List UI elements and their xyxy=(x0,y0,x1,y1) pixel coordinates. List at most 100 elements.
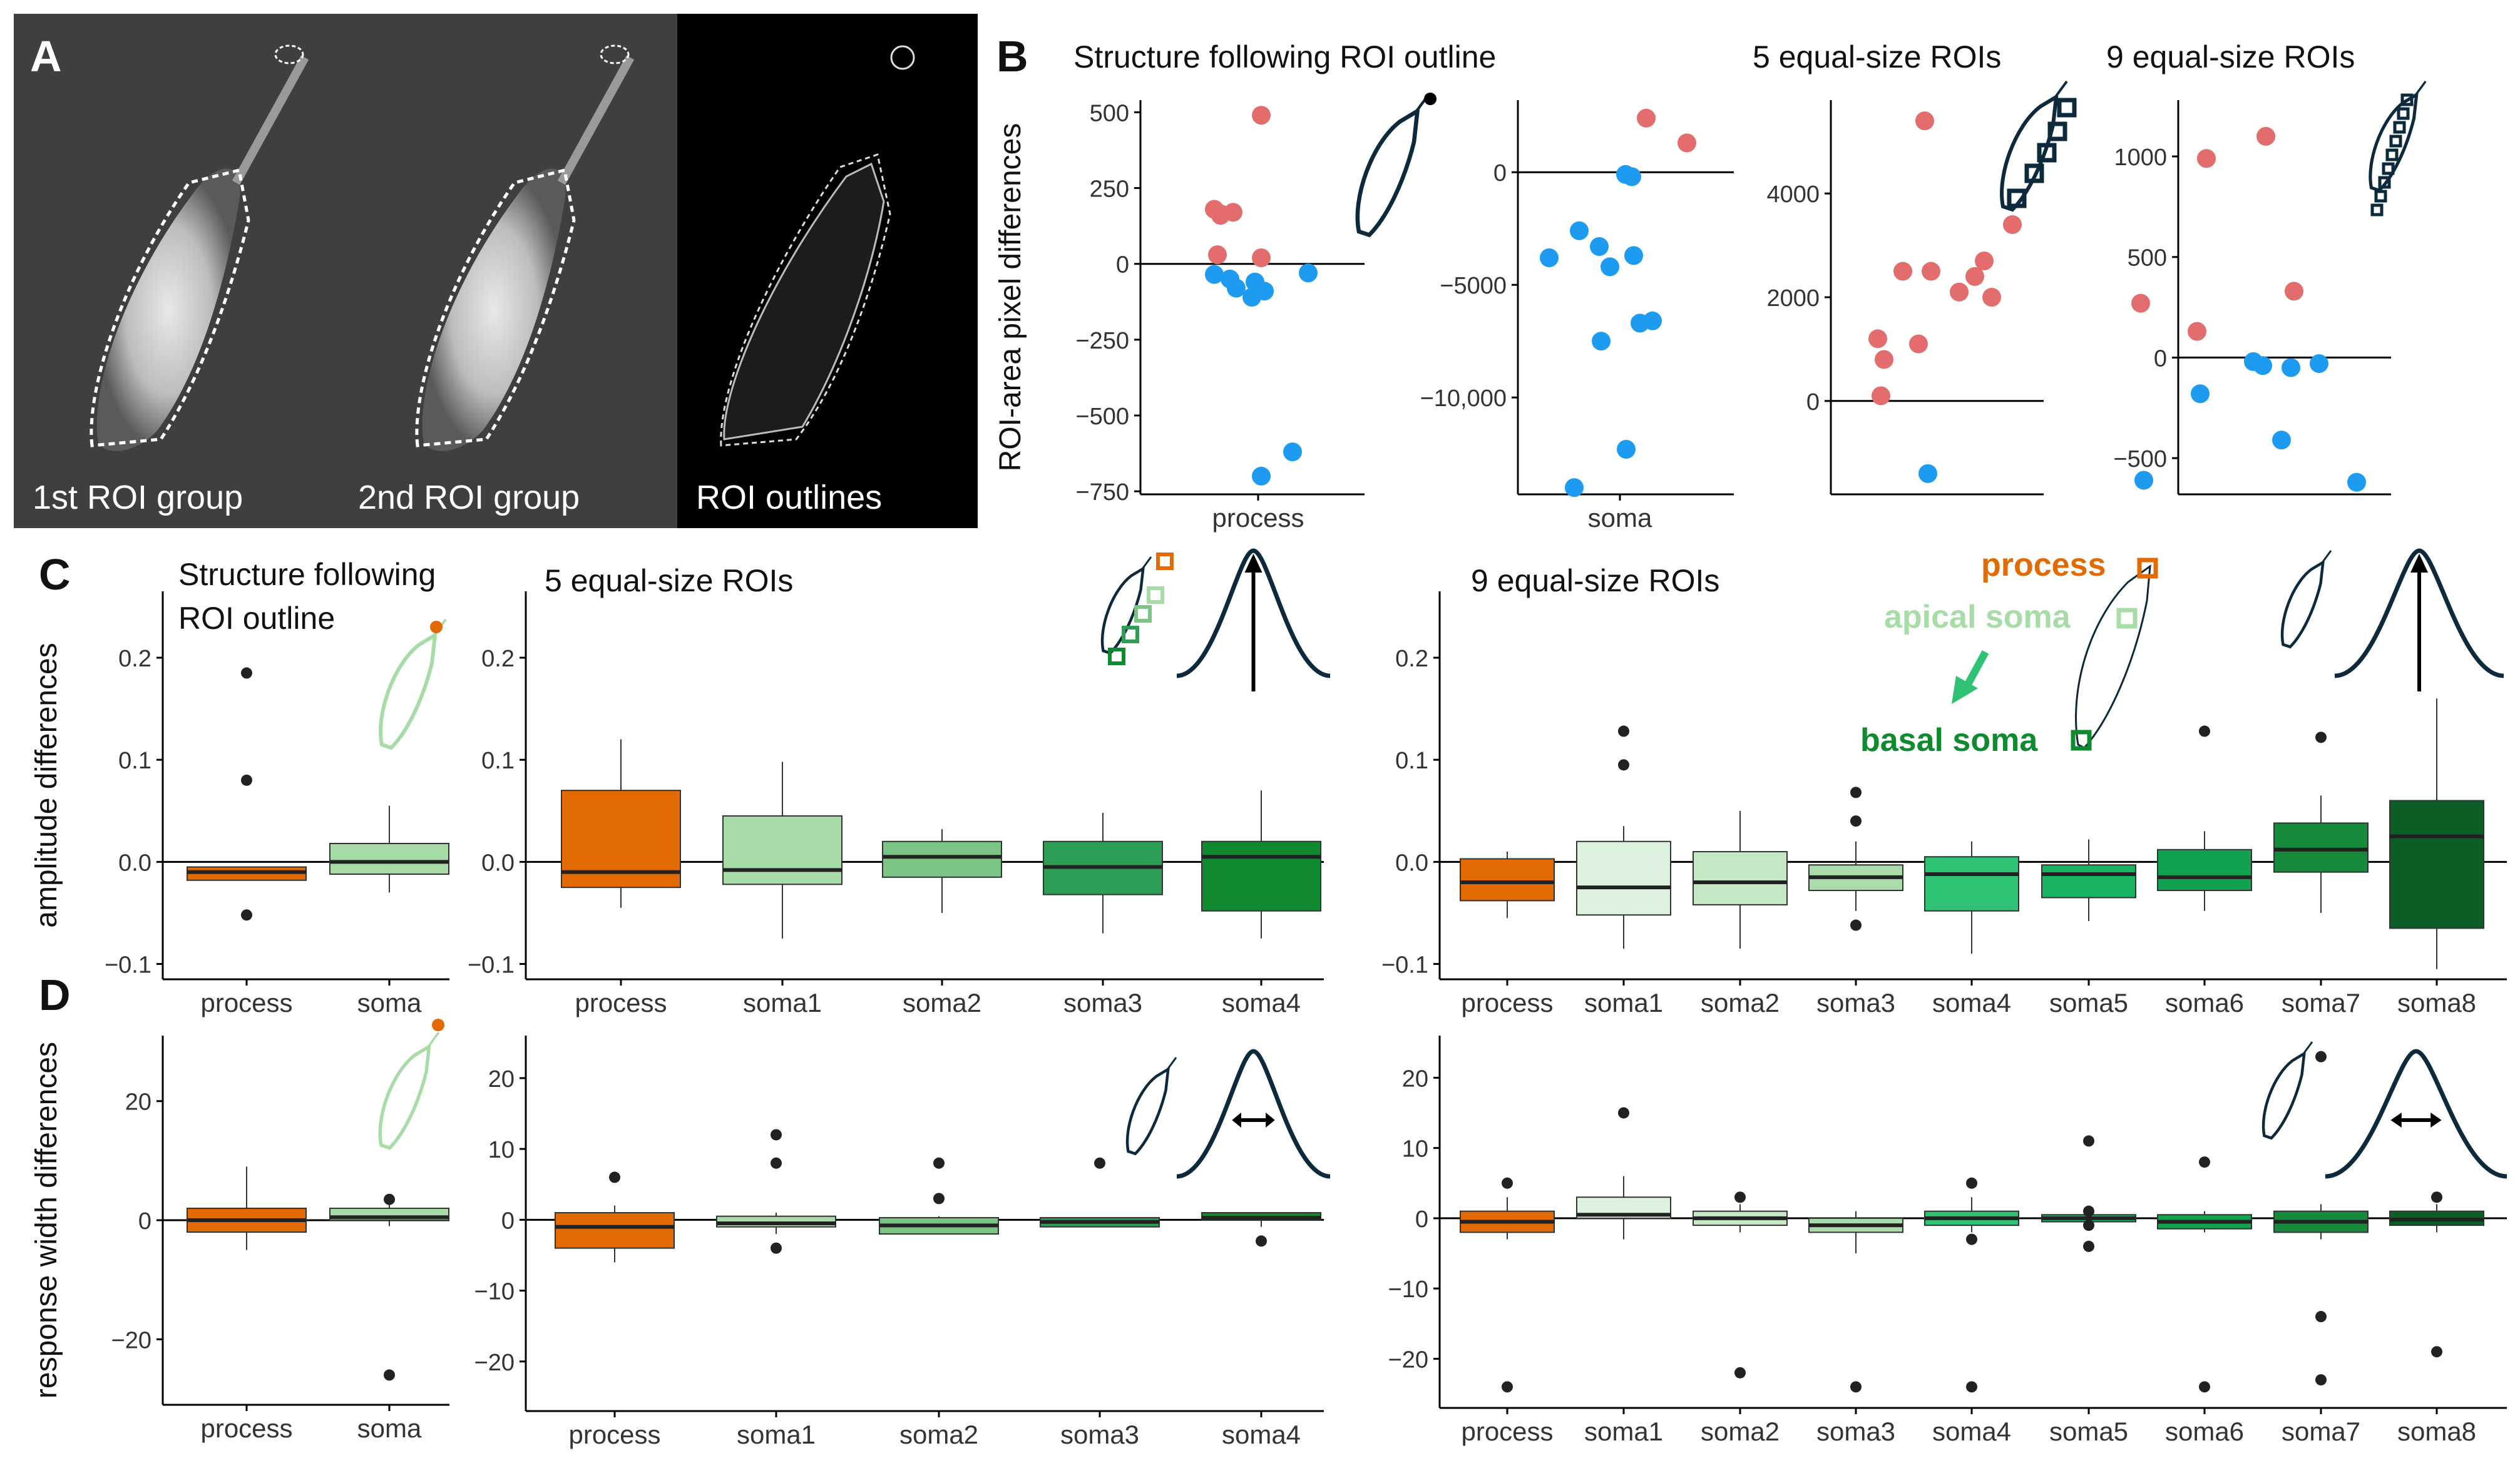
box xyxy=(2041,864,2136,899)
x-tick-label: process xyxy=(1461,1417,1553,1446)
inset-roi-box xyxy=(2007,188,2027,208)
x-tick-label: soma5 xyxy=(2049,1417,2128,1446)
chart-d2: 20 10 0 −10 −20 process soma1 soma2 soma3 soma4 xyxy=(474,1036,1324,1449)
x-tick-label: soma1 xyxy=(743,988,822,1017)
x-tick-label: soma3 xyxy=(1816,988,1895,1017)
x-tick-label: process xyxy=(1212,503,1304,533)
data-point xyxy=(2256,126,2275,146)
cell-process xyxy=(2413,80,2427,98)
outlier-point xyxy=(2083,1240,2094,1252)
chart-title: Structure following ROI outline xyxy=(1073,39,1496,74)
y-tick-label: 500 xyxy=(2128,245,2167,272)
width-arrowhead-right xyxy=(1266,1113,1275,1128)
data-point xyxy=(1624,246,1643,265)
inset-roi-box xyxy=(2374,190,2387,203)
trace-curve xyxy=(2334,548,2504,678)
y-tick-label: 0.2 xyxy=(481,646,515,672)
y-tick-label: 0 xyxy=(1806,389,1820,415)
outlier-point xyxy=(2315,1311,2327,1323)
y-axis-label: ROI-area pixel differences xyxy=(994,123,1027,472)
y-tick-label: 250 xyxy=(1090,176,1129,203)
y-tick-label: 4000 xyxy=(1766,181,1820,208)
micrograph-1-label: 1st ROI group xyxy=(33,479,243,516)
inset-roi-box xyxy=(2057,98,2077,118)
x-tick-label: soma xyxy=(357,1414,422,1443)
panel-letter-d: D xyxy=(39,971,71,1019)
chart-b4: 1000 500 0 −500 9 equal-size ROIs xyxy=(2106,39,2391,496)
data-point xyxy=(1283,442,1302,462)
micrograph-2-image xyxy=(339,14,677,528)
data-point xyxy=(2253,356,2272,375)
outlier-point xyxy=(1966,1233,1977,1245)
inset-roi-box xyxy=(2378,176,2391,189)
x-tick-label: soma xyxy=(1588,503,1652,533)
y-axis-label: amplitude differences xyxy=(30,643,63,927)
cell-process xyxy=(425,1031,440,1051)
outlier-point xyxy=(384,1369,395,1381)
box xyxy=(722,815,843,885)
data-point xyxy=(2285,282,2303,301)
y-tick-label: −10 xyxy=(474,1279,515,1305)
micrograph-3-image xyxy=(677,14,978,528)
legend-apical-label: apical soma xyxy=(1884,599,2071,635)
legend-cell-outline xyxy=(2075,564,2151,749)
width-arrowhead-right xyxy=(2430,1113,2442,1128)
box xyxy=(2157,849,2252,892)
data-point xyxy=(2134,471,2153,490)
y-tick-label: −20 xyxy=(1388,1347,1428,1373)
outlier-point xyxy=(2083,1205,2094,1217)
data-point xyxy=(1875,350,1893,369)
panel-letter-b: B xyxy=(996,32,1028,81)
y-tick-label: 0 xyxy=(1493,160,1507,186)
data-point xyxy=(1868,329,1887,349)
data-point xyxy=(2347,472,2366,492)
data-point xyxy=(1205,265,1224,284)
y-tick-label: 20 xyxy=(125,1089,151,1116)
y-tick-label: −20 xyxy=(111,1327,151,1353)
x-tick-label: soma4 xyxy=(1222,988,1301,1017)
cell-outline xyxy=(1125,1066,1170,1156)
chart-b3: 4000 2000 0 5 equal-size ROIs xyxy=(1753,39,2044,496)
y-tick-label: 0 xyxy=(501,1208,515,1234)
inset-roi-box xyxy=(2393,121,2406,134)
x-tick-label: process xyxy=(575,988,667,1017)
inset-cell-d1-tip xyxy=(432,1019,444,1031)
micrograph-3-label: ROI outlines xyxy=(696,479,883,516)
data-point xyxy=(1252,466,1271,486)
data-point xyxy=(1590,237,1609,256)
outlier-point xyxy=(1618,759,1629,771)
legend-basal-box xyxy=(2071,730,2092,751)
outlier-point xyxy=(241,774,252,786)
y-axis-label: response width differences xyxy=(30,1042,63,1399)
inset-cell-d3 xyxy=(2261,1041,2313,1140)
x-tick-label: soma6 xyxy=(2165,1417,2244,1446)
inset-trace-d3 xyxy=(2325,1049,2507,1179)
y-tick-label: −10,000 xyxy=(1420,385,1507,412)
outlier-point xyxy=(2431,1346,2442,1358)
inset-roi-box xyxy=(2037,143,2057,163)
width-arrowhead-left xyxy=(2390,1113,2402,1128)
amplitude-arrowhead xyxy=(1244,554,1263,573)
outlier-point xyxy=(2083,1135,2094,1147)
panel-letter-a: A xyxy=(30,32,62,81)
data-point xyxy=(1242,288,1261,307)
x-tick-label: soma2 xyxy=(903,988,981,1017)
data-point xyxy=(1677,133,1696,153)
x-tick-label: soma3 xyxy=(1060,1420,1139,1449)
chart-title: 9 equal-size ROIs xyxy=(1471,563,1719,598)
inset-trace-d2 xyxy=(1176,1049,1331,1179)
data-point xyxy=(1211,206,1230,225)
y-tick-label: 0.0 xyxy=(1395,850,1428,876)
outlier-point xyxy=(1618,725,1629,737)
cell-outline xyxy=(2369,91,2419,193)
inset-cell-d2 xyxy=(1125,1057,1177,1156)
outlier-point xyxy=(2199,1381,2210,1393)
legend: process apical soma basal soma xyxy=(1860,547,2158,758)
data-point xyxy=(1965,267,1984,286)
x-tick-label: soma xyxy=(357,988,422,1017)
panel-letter-c: C xyxy=(39,550,71,599)
inset-roi-box xyxy=(1108,648,1125,665)
inset-cell-d1 xyxy=(378,1031,440,1150)
inset-roi-box xyxy=(1156,553,1174,570)
box xyxy=(882,840,1002,878)
